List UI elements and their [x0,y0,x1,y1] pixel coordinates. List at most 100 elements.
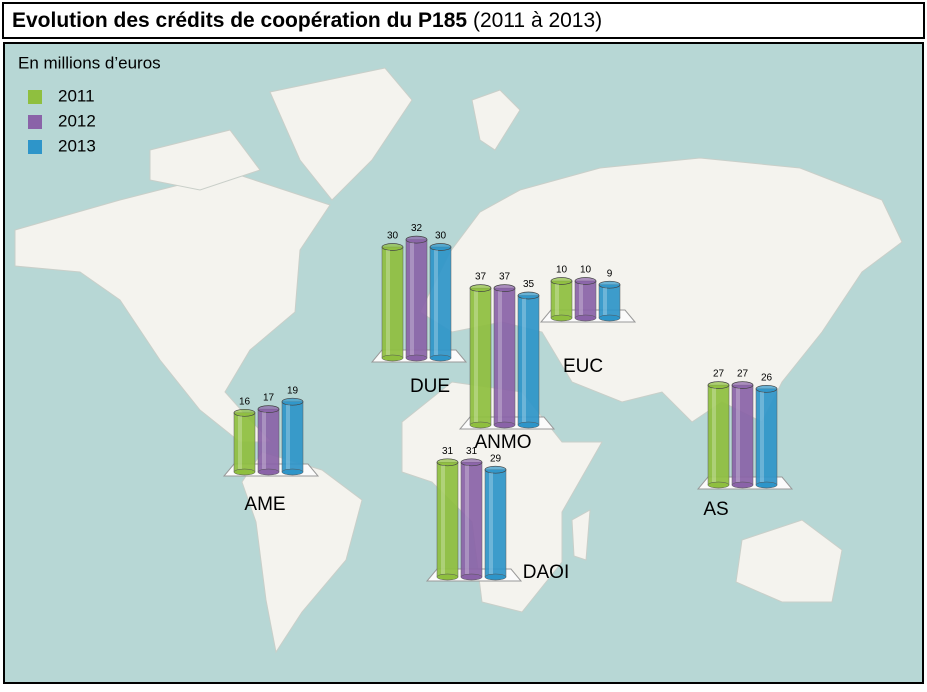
bar-bottom [405,354,428,362]
value-label: 9 [607,268,613,279]
bar-cap [429,243,452,251]
region-chart: 10 10 9 EUC [539,265,637,377]
legend: 2011 2012 2013 [28,86,96,155]
title-sub: (2011 à 2013) [473,9,602,32]
bar [469,287,492,426]
region-label: AME [244,494,285,515]
bar [574,280,597,319]
region-chart: 31 31 29 DAOI [425,446,569,583]
bar [755,388,778,486]
bar-cap [484,465,507,474]
value-label: 30 [435,231,447,242]
bar-shine [434,250,438,355]
legend-label: 2011 [58,86,95,105]
bar-cap [755,384,778,393]
bar-cap [460,458,483,467]
value-label: 30 [387,231,399,242]
bar-bottom [281,468,304,476]
value-label: 32 [411,223,423,234]
legend-swatch [28,140,42,154]
region-label: AS [703,499,728,520]
bar-cap [550,277,573,285]
bar-shine [410,242,414,355]
bar-shine [712,388,716,482]
bar-shine [465,465,469,574]
value-label: 31 [442,446,454,457]
bar-shine [489,472,493,574]
bar-bottom [574,314,597,322]
value-label: 26 [761,372,773,383]
bar-shine [736,388,740,482]
region-label: ANMO [475,432,532,453]
value-label: 37 [499,272,511,283]
region-chart: 30 32 30 DUE [370,223,468,397]
value-label: 16 [239,396,251,407]
bar [405,239,428,359]
legend-label: 2013 [58,136,96,155]
title-main: Evolution des crédits de coopération du … [12,9,467,32]
greenland [269,67,413,201]
bar [460,462,483,578]
bar-shine [441,465,445,574]
bar-cap [281,397,304,406]
bar-shine [522,298,526,422]
bar-cap [436,458,459,467]
value-label: 35 [523,279,535,290]
bar-bottom [460,573,483,581]
bar-cap [257,405,280,413]
bar-bottom [484,573,507,581]
bar-shine [760,391,764,482]
value-label: 10 [556,265,568,276]
svalbard [471,89,521,151]
title-box [2,2,925,39]
bar-bottom [598,314,621,322]
bar [257,408,280,473]
bar [517,295,540,426]
bar-cap [731,381,754,389]
bar-cap [574,277,597,285]
bar-bottom [707,481,730,489]
bar-shine [498,291,502,422]
bar [381,246,404,359]
unit-label: En millions d’euros [18,53,161,72]
bar-cap [381,243,404,251]
value-label: 27 [737,369,749,380]
bar-bottom [517,421,540,429]
bar-bottom [233,468,256,476]
value-label: 17 [263,393,275,404]
bar [429,246,452,359]
eurasia [419,157,903,423]
region-label: DAOI [523,562,569,583]
bar-shine [474,291,478,422]
bar-bottom [429,354,452,362]
bar-shine [579,284,583,315]
region-chart: 16 17 19 AME [222,385,320,515]
title: Evolution des crédits de coopération du … [12,9,602,32]
bar-shine [238,415,242,469]
region-chart: 27 27 26 AS [696,369,794,520]
bar [550,280,573,319]
region-chart: 37 37 35 ANMO [458,272,556,453]
bar [233,412,256,473]
value-label: 29 [490,453,502,464]
bar-shine [603,287,607,315]
bar [493,287,516,426]
bar [484,469,507,578]
bar [731,384,754,486]
legend-swatch [28,115,42,129]
legend-swatch [28,90,42,104]
bar-bottom [731,481,754,489]
bar-cap [517,291,540,300]
bar [707,384,730,486]
madagascar [571,509,591,561]
bar-bottom [469,421,492,429]
bar-shine [555,284,559,315]
value-label: 10 [580,265,592,276]
bar-cap [405,235,428,244]
bar-cap [493,284,516,292]
arctic-islands [149,129,261,191]
region-label: EUC [563,356,603,377]
